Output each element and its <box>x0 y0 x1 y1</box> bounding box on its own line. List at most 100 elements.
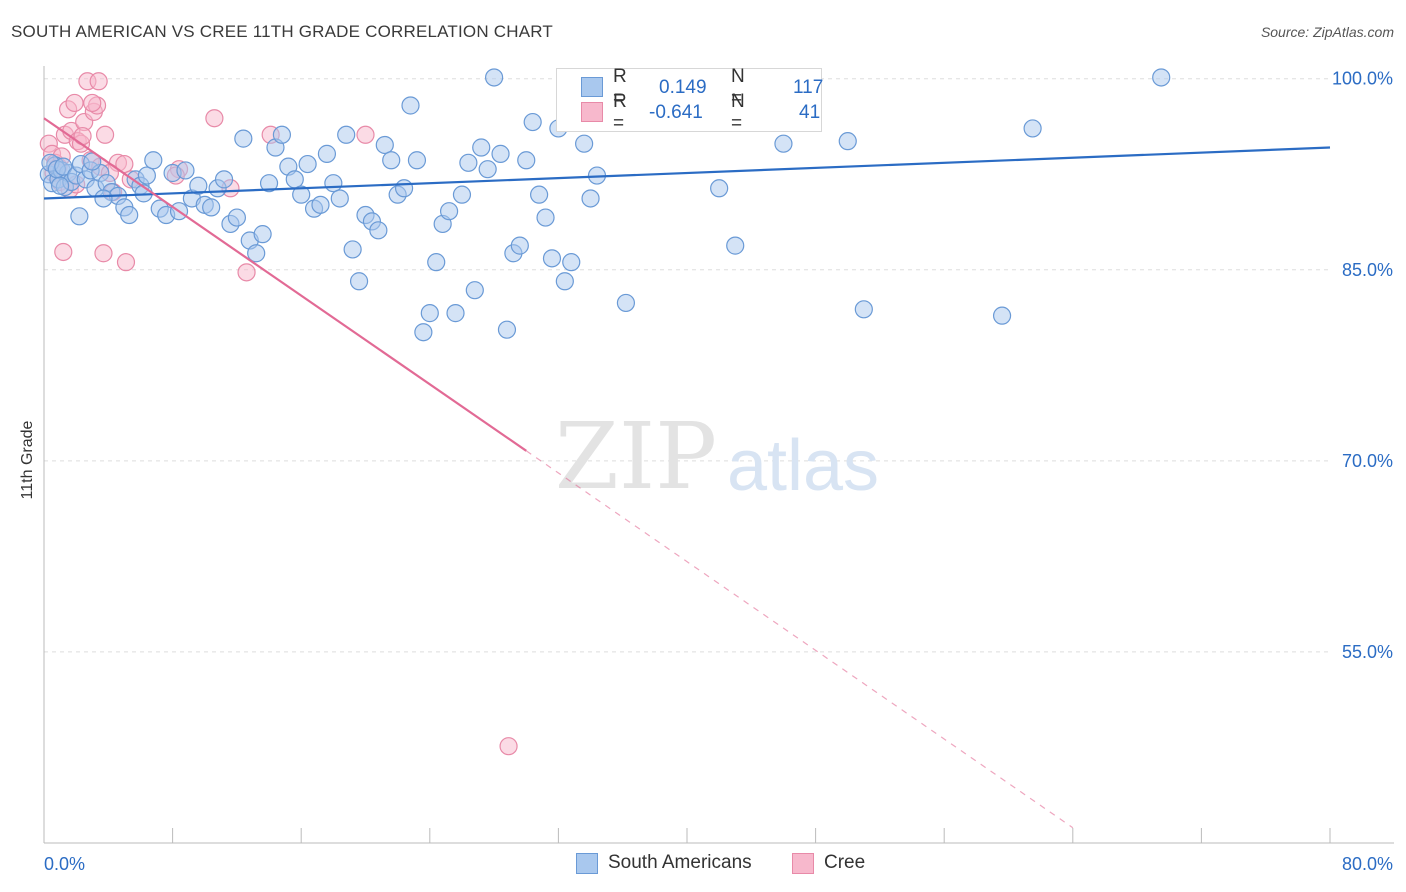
bottom-legend-cree: Cree <box>792 852 865 874</box>
south-americans-point <box>420 304 439 323</box>
cree-legend-label: Cree <box>824 852 866 873</box>
south-americans-legend-label: South Americans <box>608 852 752 873</box>
south-americans-legend-swatch <box>576 852 598 874</box>
south-americans-point <box>555 272 574 291</box>
trend-line-cree-extrapolated <box>525 450 1074 829</box>
y-tick-label: 100.0% <box>1332 69 1393 89</box>
south-americans-point <box>94 189 113 208</box>
cree-legend-swatch <box>792 852 814 874</box>
south-americans-point <box>459 153 478 172</box>
x-tick-label-min: 0.0% <box>44 854 85 874</box>
x-tick-label-max: 80.0% <box>1342 854 1393 874</box>
south-americans-point <box>394 179 414 198</box>
legend-n-label: N = <box>731 66 745 109</box>
south-americans-point <box>83 152 102 171</box>
south-americans-point <box>542 249 562 268</box>
legend-n-value-cree: 41 <box>799 102 821 123</box>
south-americans-point <box>446 304 465 323</box>
y-tick-label: 70.0% <box>1342 451 1393 471</box>
trend-line-cree <box>43 117 527 452</box>
south-americans-point <box>247 244 266 263</box>
cree-point <box>116 253 136 272</box>
south-americans-point <box>137 166 156 185</box>
axis-layer <box>43 66 1394 844</box>
south-americans-point <box>510 236 529 255</box>
south-americans-point <box>485 68 504 87</box>
south-americans-point <box>472 138 491 157</box>
south-americans-point <box>452 185 472 204</box>
south-americans-point <box>272 125 292 144</box>
south-americans-point <box>227 208 246 227</box>
watermark-atlas: atlas <box>727 426 879 506</box>
legend-r-label: R = <box>613 66 627 109</box>
south-americans-point <box>536 208 555 227</box>
correlation-legend: R = 0.149 N = 117 R = -0.641 N = 41 <box>556 66 824 134</box>
south-americans-point <box>120 205 139 225</box>
south-americans-point <box>292 185 311 204</box>
cree-point <box>237 263 256 282</box>
south-americans-point <box>407 151 427 170</box>
south-americans-point <box>439 202 459 221</box>
y-tick-label: 55.0% <box>1342 642 1393 662</box>
south-americans-point <box>478 160 497 179</box>
cree-point <box>54 242 73 262</box>
south-americans-point <box>1023 119 1042 138</box>
south-americans-point <box>349 272 369 291</box>
cree-swatch <box>581 102 603 122</box>
south-americans-point <box>575 134 594 153</box>
south-americans-point <box>517 151 536 170</box>
cree-point <box>83 93 102 113</box>
grid-layer <box>44 78 1330 653</box>
cree-point <box>89 72 108 91</box>
south-americans-point <box>401 96 420 115</box>
y-tick-label: 85.0% <box>1342 260 1393 280</box>
south-americans-point <box>144 151 163 170</box>
south-americans-point <box>523 112 542 132</box>
south-americans-point <box>414 323 433 342</box>
south-americans-point <box>343 240 362 259</box>
legend-n-value-south-americans: 117 <box>793 77 824 98</box>
south-americans-point <box>774 134 793 153</box>
south-americans-point <box>562 253 581 272</box>
cree-point <box>95 125 115 144</box>
south-americans-point <box>298 154 317 174</box>
south-americans-point <box>311 195 330 214</box>
south-americans-point <box>214 170 234 189</box>
south-americans-point <box>710 179 729 198</box>
trend-line-south-americans <box>43 146 1331 200</box>
south-americans-point <box>317 144 337 163</box>
south-americans-point <box>202 198 221 217</box>
south-americans-swatch <box>581 77 603 97</box>
legend-n-label: N = <box>731 91 745 134</box>
south-americans-point <box>1152 68 1171 87</box>
south-americans-point <box>324 174 343 193</box>
watermark: ZIP atlas <box>555 403 879 510</box>
y-axis-label: 11th Grade <box>19 420 36 500</box>
chart-title: SOUTH AMERICAN VS CREE 11TH GRADE CORREL… <box>11 22 554 41</box>
south-americans-point <box>54 157 73 176</box>
south-americans-point <box>491 144 510 163</box>
south-americans-point <box>992 306 1012 325</box>
chart-source: Source: ZipAtlas.com <box>1260 24 1394 40</box>
cree-point <box>65 93 84 113</box>
south-americans-point <box>497 320 517 339</box>
south-americans-point <box>838 132 857 151</box>
south-americans-point <box>337 125 356 144</box>
cree-point <box>499 737 518 756</box>
south-americans-point <box>726 236 745 255</box>
south-americans-point <box>369 221 388 240</box>
south-americans-point <box>854 300 873 319</box>
legend-r-label: R = <box>613 91 627 134</box>
cree-point <box>94 244 113 263</box>
south-americans-point <box>427 253 446 272</box>
south-americans-point <box>581 189 600 208</box>
south-americans-point <box>465 281 484 300</box>
south-americans-point <box>330 189 349 208</box>
south-americans-point <box>176 161 195 180</box>
south-americans-point <box>259 174 279 193</box>
south-americans-point <box>285 170 304 189</box>
south-americans-point <box>50 176 70 195</box>
south-americans-point <box>616 293 636 313</box>
cree-point <box>356 125 375 144</box>
south-americans-point <box>189 176 208 195</box>
